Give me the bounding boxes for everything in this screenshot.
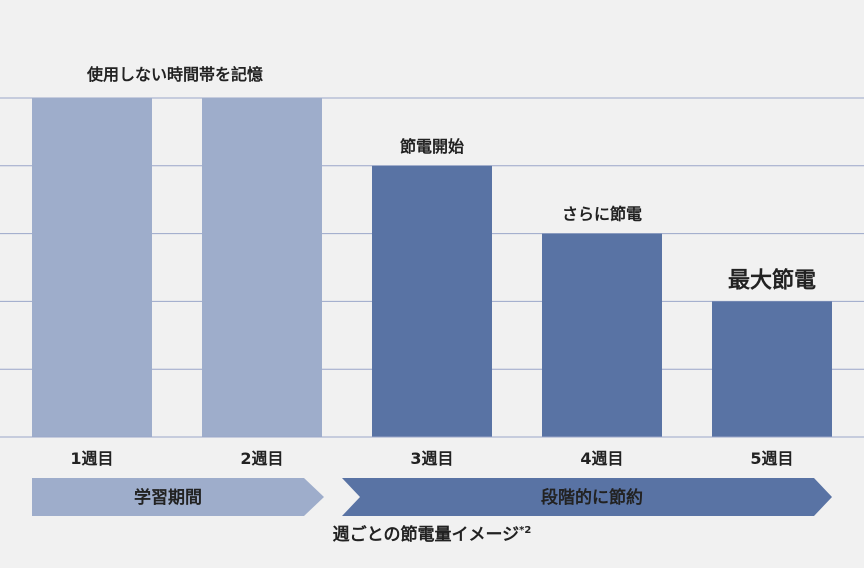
caption-note: *2 <box>519 525 531 536</box>
chart-caption: 週ごとの節電量イメージ*2 <box>333 524 532 545</box>
phase-arrow <box>32 478 324 516</box>
phase-arrow <box>342 478 832 516</box>
phase-label: 学習期間 <box>134 487 202 508</box>
x-tick-label: 1週目 <box>70 449 113 468</box>
x-tick-labels: 1週目 2週目 3週目 4週目 5週目 <box>70 449 793 468</box>
bar <box>202 98 322 437</box>
bar-annotation: 最大節電 <box>728 267 816 293</box>
bars <box>32 98 832 438</box>
bar-annotation: 節電開始 <box>399 137 464 156</box>
x-tick-label: 2週目 <box>240 449 283 468</box>
bar <box>32 98 152 437</box>
bar <box>712 301 832 437</box>
bar <box>542 233 662 437</box>
bar-annotation: さらに節電 <box>562 205 642 224</box>
caption-text: 週ごとの節電量イメージ <box>333 524 520 545</box>
x-tick-label: 5週目 <box>750 449 793 468</box>
bar-annotation: 使用しない時間帯を記憶 <box>86 65 263 84</box>
bar <box>372 165 492 438</box>
x-tick-label: 4週目 <box>580 449 623 468</box>
phase-label: 段階的に節約 <box>541 487 643 508</box>
x-tick-label: 3週目 <box>410 449 453 468</box>
phase-arrows: 学習期間 段階的に節約 <box>32 478 832 516</box>
